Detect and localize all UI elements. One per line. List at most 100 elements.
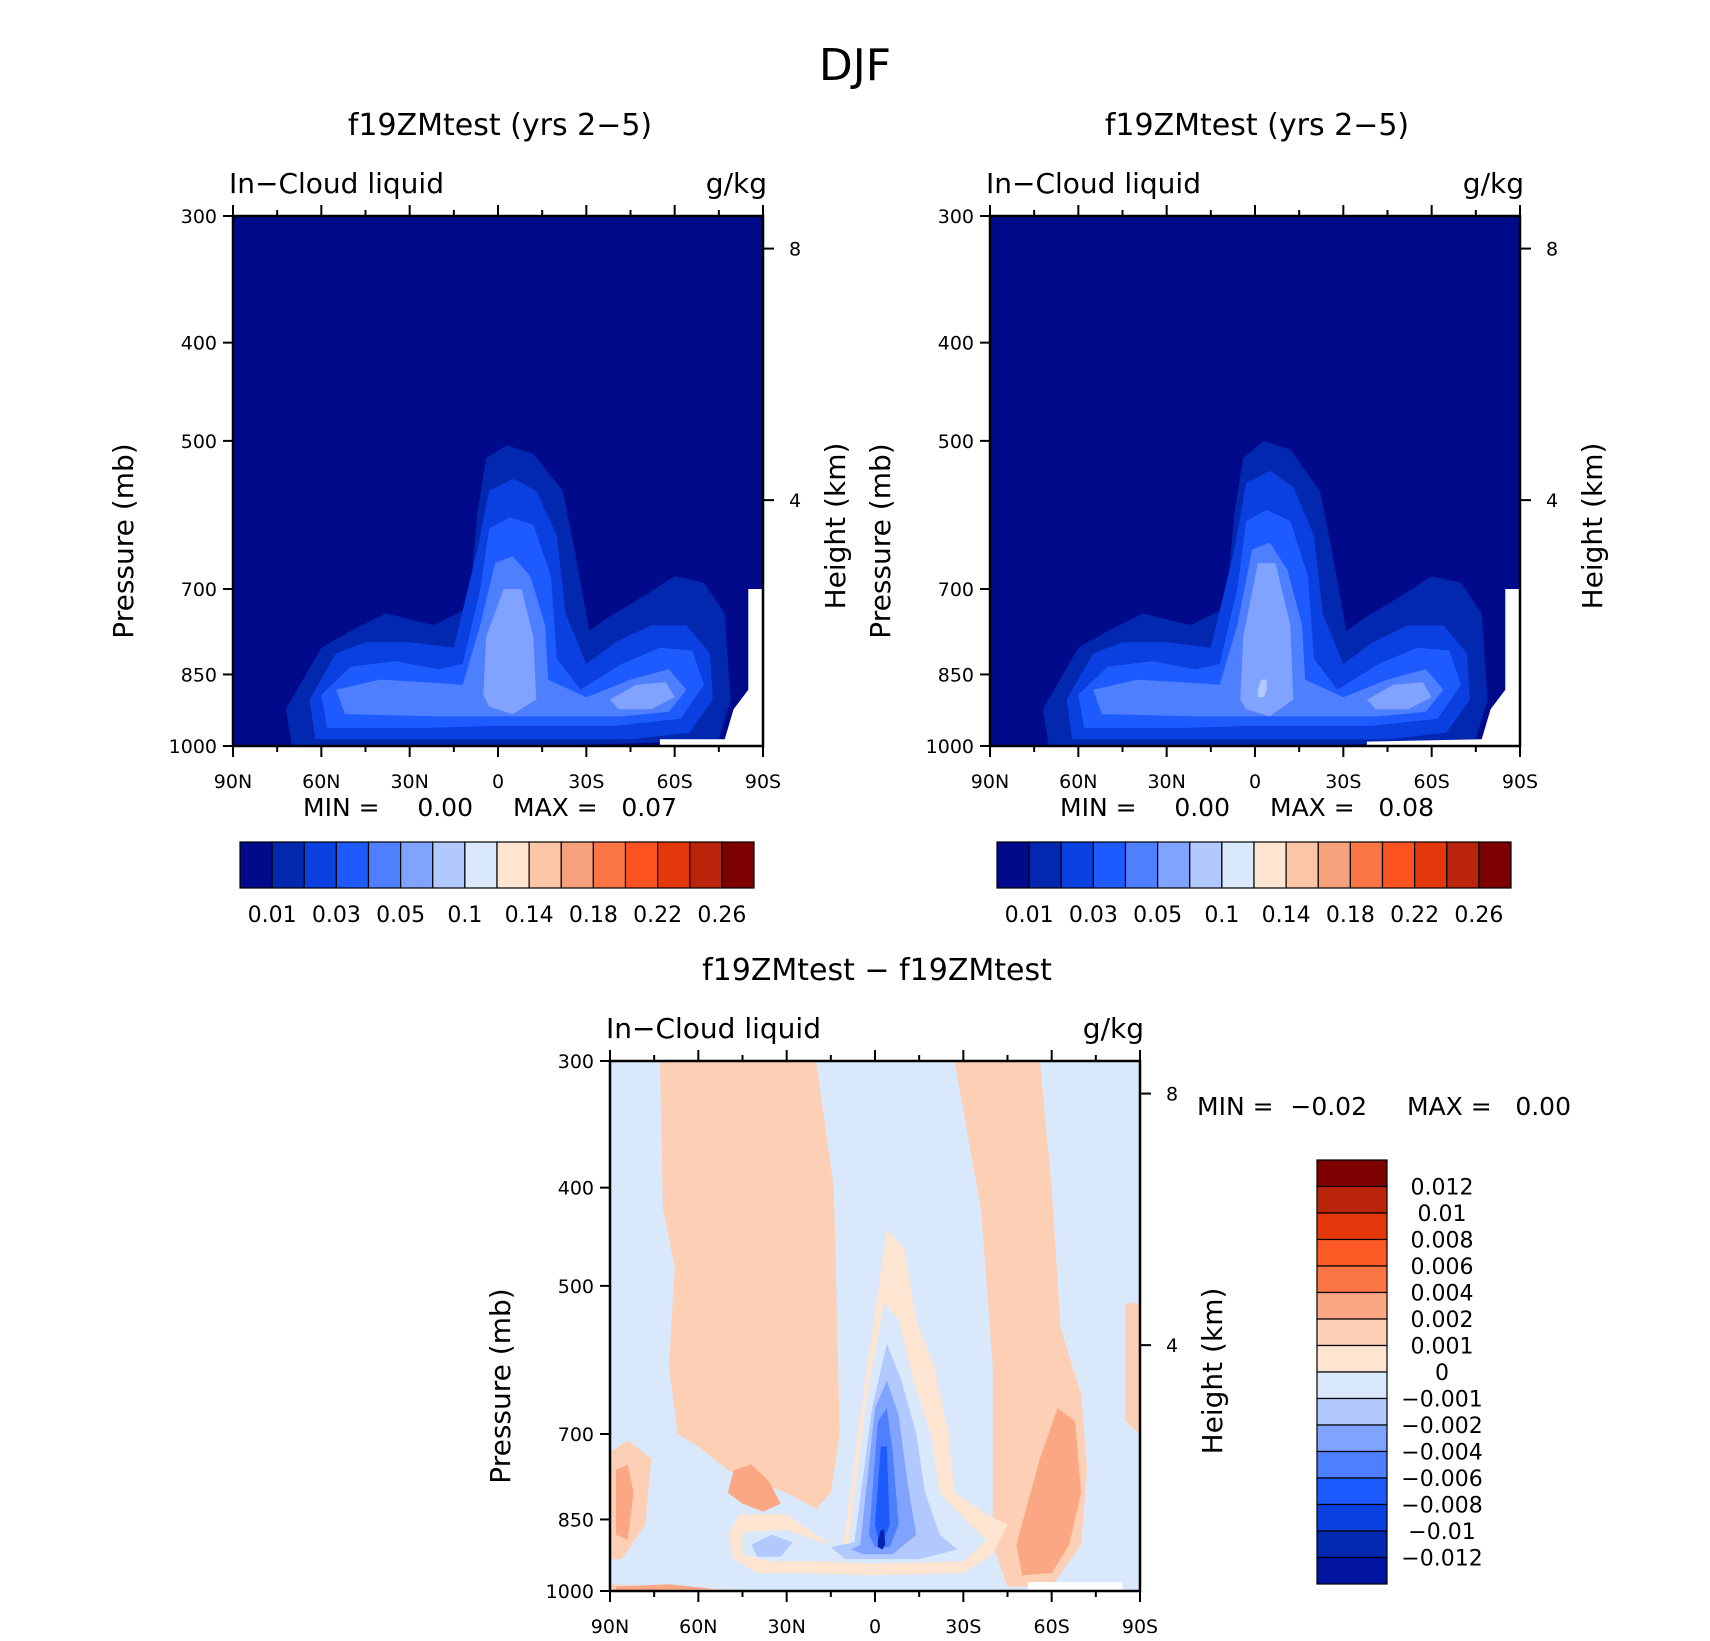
colorbar-box-4	[367, 841, 402, 889]
y-axis-title: Pressure (mb)	[864, 443, 897, 638]
x-tick-label: 30S	[1325, 771, 1361, 793]
x-tick-label: 0	[869, 1616, 881, 1636]
colorbar-label: 0.01	[1418, 1202, 1467, 1227]
colorbar-label: −0.002	[1401, 1414, 1482, 1439]
colorbar-box-8	[1316, 1371, 1388, 1400]
colorbar-box-14	[1316, 1530, 1388, 1559]
y-tick-label: 400	[558, 1178, 594, 1200]
colorbar-box-7	[1221, 841, 1255, 889]
colorbar-box-0	[996, 841, 1030, 889]
x-tick-label: 90S	[1502, 771, 1538, 793]
colorbar-label: 0.004	[1411, 1282, 1474, 1307]
units-label: g/kg	[706, 167, 767, 200]
colorbar-box-5	[1157, 841, 1191, 889]
colorbar-box-5	[400, 841, 434, 889]
y-right-tick-label: 4	[789, 490, 801, 512]
panel-3: 90N 60N 30N 0 30S 60S 90S 300 400 500 700 850 1000 8 4…	[484, 953, 1571, 1638]
contour-region-15	[875, 1446, 890, 1540]
y-tick-label: 700	[181, 579, 217, 601]
colorbar-label: 0.1	[447, 903, 482, 928]
y-right-tick-label: 4	[1546, 490, 1558, 512]
contour-region-0	[610, 1061, 840, 1509]
colorbar-label: 0.012	[1411, 1176, 1474, 1201]
colorbar: 0.01 0.03 0.05 0.1 0.14 0.18 0.22 0.26	[239, 841, 755, 928]
colorbar-box-4	[1124, 841, 1159, 889]
variable-label: In−Cloud liquid	[606, 1012, 821, 1045]
contour-region-4	[1125, 1303, 1140, 1434]
x-tick-label: 90N	[214, 771, 252, 793]
missing-region-0	[1028, 1582, 1123, 1591]
colorbar-box-0	[1316, 1159, 1388, 1188]
colorbar-box-6	[1316, 1318, 1388, 1347]
colorbar-label: 0.26	[1454, 903, 1503, 928]
y-tick-label: 500	[181, 431, 217, 453]
colorbar-label: −0.008	[1401, 1494, 1482, 1519]
colorbar-box-15	[1478, 841, 1512, 889]
x-tick-label: 0	[492, 771, 504, 793]
colorbar-box-6	[432, 841, 466, 889]
colorbar-box-6	[1189, 841, 1223, 889]
panel-title: f19ZMtest (yrs 2−5)	[348, 108, 652, 143]
y-tick-label: 500	[938, 431, 974, 453]
colorbar-box-13	[1316, 1503, 1388, 1532]
colorbar-label: 0.002	[1411, 1308, 1474, 1333]
colorbar-box-9	[1285, 841, 1319, 889]
y-tick-label: 850	[938, 664, 974, 686]
colorbar-label: −0.001	[1401, 1388, 1482, 1413]
y-tick-label: 300	[938, 206, 974, 228]
contour-region-6	[1257, 679, 1267, 698]
colorbar-box-12	[1381, 841, 1416, 889]
contour-region-8	[615, 1584, 714, 1591]
x-tick-label: 30N	[767, 1616, 805, 1636]
colorbar-label: 0.01	[1005, 903, 1054, 928]
panel-2: 90N 60N 30N 0 30S 60S 90S 300 400 500 700 850 1000 8 4…	[864, 108, 1609, 928]
x-tick-label: 60N	[679, 1616, 717, 1636]
colorbar-box-9	[528, 841, 562, 889]
colorbar-box-10	[560, 841, 594, 889]
x-tick-label: 60N	[1059, 771, 1097, 793]
y-tick-label: 1000	[169, 736, 217, 758]
colorbar-box-15	[1316, 1556, 1388, 1585]
colorbar-box-2	[303, 841, 337, 889]
contour-region-4	[1240, 563, 1294, 717]
panel-title: f19ZMtest (yrs 2−5)	[1105, 108, 1409, 143]
x-tick-label: 60S	[1414, 771, 1450, 793]
colorbar-box-12	[1316, 1477, 1388, 1506]
y-axis-title: Pressure (mb)	[484, 1288, 517, 1483]
colorbar-label: 0.006	[1411, 1255, 1474, 1280]
contour-region-5	[1366, 682, 1432, 710]
max-label: MAX =	[1407, 1092, 1492, 1121]
x-tick-label: 90S	[745, 771, 781, 793]
colorbar-box-10	[1316, 1424, 1388, 1453]
x-tick-label: 90S	[1122, 1616, 1158, 1636]
colorbar-box-9	[1316, 1397, 1388, 1426]
colorbar-box-1	[271, 841, 305, 889]
colorbar-box-15	[721, 841, 755, 889]
y-tick-label: 400	[181, 333, 217, 355]
min-label: MIN =	[1060, 793, 1137, 822]
colorbar-label: 0.26	[697, 903, 746, 928]
colorbar-label: 0.008	[1411, 1229, 1474, 1254]
y-tick-label: 400	[938, 333, 974, 355]
min-label: MIN =	[1197, 1092, 1274, 1121]
x-tick-label: 60N	[302, 771, 340, 793]
x-tick-label: 30N	[1147, 771, 1185, 793]
contour-region-6	[727, 1464, 781, 1512]
y-tick-label: 700	[938, 579, 974, 601]
x-tick-label: 90N	[591, 1616, 629, 1636]
y-tick-label: 1000	[926, 736, 974, 758]
colorbar-box-2	[1316, 1212, 1388, 1241]
min-value: 0.00	[1174, 793, 1230, 822]
colorbar-box-5	[1316, 1291, 1388, 1320]
max-value: 0.08	[1378, 793, 1434, 822]
min-value: 0.00	[417, 793, 473, 822]
max-value: 0.00	[1515, 1092, 1571, 1121]
colorbar-label: 0	[1435, 1361, 1449, 1386]
colorbar-label: −0.004	[1401, 1441, 1482, 1466]
colorbar-label: 0.05	[376, 903, 425, 928]
colorbar: 0.0120.010.0080.0060.0040.0020.0010−0.00…	[1316, 1159, 1483, 1585]
colorbar-box-3	[1092, 841, 1127, 889]
max-label: MAX =	[513, 793, 598, 822]
colorbar-box-11	[1316, 1450, 1388, 1479]
